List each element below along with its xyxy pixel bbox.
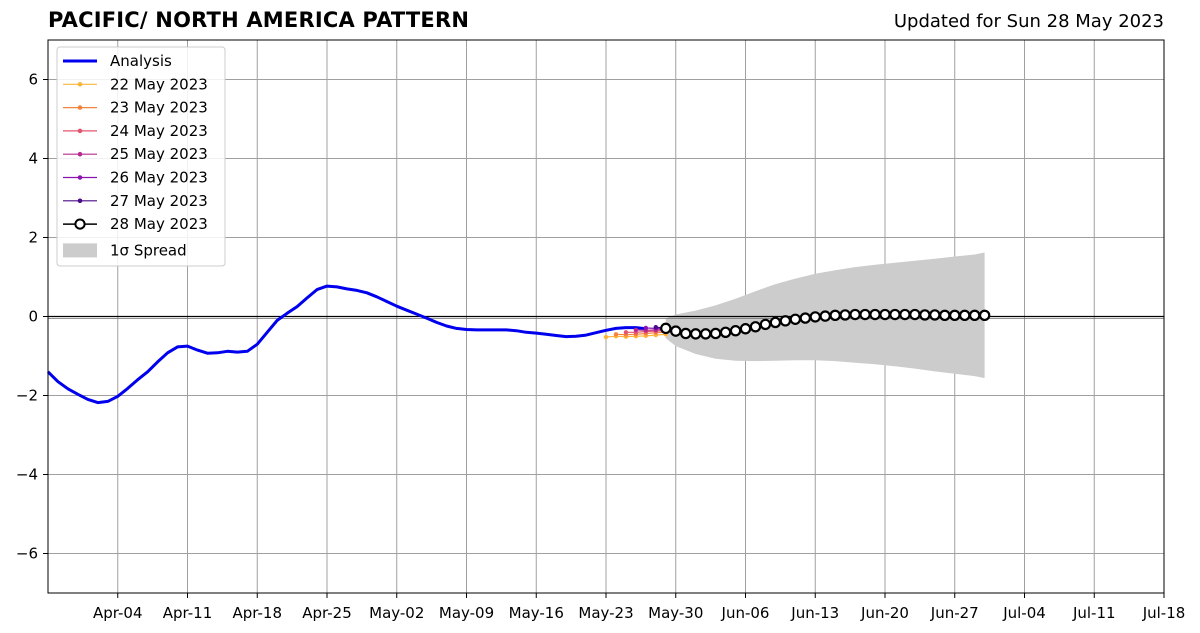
series-point-latest [699, 328, 712, 340]
series-point-latest [829, 309, 841, 322]
x-tick-label: Apr-04 [93, 604, 143, 622]
series-point-forecast [633, 327, 639, 333]
x-tick-label: May-30 [648, 604, 703, 622]
plot-frame [47, 39, 1165, 594]
x-tick-label: May-16 [509, 604, 564, 622]
x-tick-label: Apr-11 [163, 604, 213, 622]
x-tick-label: Jul-11 [1072, 604, 1116, 622]
series-point-latest [889, 308, 901, 321]
chart-title: PACIFIC/ NORTH AMERICA PATTERN [48, 8, 470, 32]
series-point-latest [839, 309, 851, 321]
y-tick-label: −4 [16, 466, 38, 484]
x-tick-label: Jul-04 [1002, 604, 1046, 622]
legend-label: 27 May 2023 [110, 192, 208, 210]
series-layer [46, 284, 991, 405]
series-point-latest [769, 316, 782, 329]
series-point-latest [759, 318, 772, 331]
series-point-latest [879, 308, 891, 321]
legend-label: 1σ Spread [110, 241, 187, 259]
series-point-latest [968, 309, 981, 322]
series-point-latest [978, 309, 991, 322]
x-tick-label: Apr-25 [302, 604, 352, 622]
x-tick-label: May-23 [578, 604, 633, 622]
legend-marker-forecast [77, 198, 83, 204]
axes-layer: Apr-04 Apr-11 Apr-18 Apr-25 May-02 May-09 May-… [16, 39, 1186, 622]
x-tick-label: Jun-20 [860, 604, 909, 622]
y-tick-label: 0 [28, 308, 38, 326]
legend-marker-latest [74, 218, 86, 230]
y-tick-label: 4 [28, 150, 38, 168]
series-point-latest [919, 309, 931, 321]
series-point-forecast [643, 325, 649, 331]
x-tick-label: Jun-13 [790, 604, 839, 622]
series-point-latest [949, 309, 961, 322]
x-tick-label: Apr-18 [233, 604, 283, 622]
legend-label: 23 May 2023 [110, 99, 208, 117]
legend-label: 26 May 2023 [110, 169, 208, 187]
series-point-latest [739, 323, 752, 335]
series-point-latest [709, 327, 722, 340]
legend-label: 24 May 2023 [110, 122, 208, 140]
series-point-latest [959, 309, 971, 322]
chart-subtitle: Updated for Sun 28 May 2023 [893, 11, 1164, 32]
series-point-forecast [603, 334, 609, 340]
legend-box [56, 46, 226, 267]
series-point-latest [859, 308, 871, 321]
x-tick-label: May-09 [439, 604, 494, 622]
x-tick-label: Jun-27 [930, 604, 979, 622]
series-point-forecast [653, 324, 659, 330]
legend-marker-forecast [77, 82, 83, 87]
x-tick-label: May-02 [369, 604, 424, 622]
series-point-latest [799, 312, 811, 324]
series-point-latest [899, 308, 911, 321]
series-point-latest [670, 325, 682, 337]
series-point-latest [849, 308, 861, 321]
series-point-latest [779, 315, 792, 327]
legend-label: 28 May 2023 [110, 215, 208, 233]
legend-marker-forecast [77, 105, 83, 110]
series-point-latest [719, 326, 732, 338]
legend-label: Analysis [110, 52, 172, 70]
legend-swatch-spread [63, 243, 97, 258]
series-point-latest [789, 313, 802, 325]
x-tick-label: Jul-18 [1142, 604, 1186, 622]
series-point-latest [680, 327, 692, 340]
y-tick-label: 2 [28, 229, 38, 247]
y-tick-label: −2 [16, 387, 38, 405]
legend: Analysis 22 May 2023 23 May 2023 24 May 202… [56, 46, 226, 267]
legend-marker-forecast [77, 151, 83, 157]
series-point-latest [660, 322, 672, 335]
legend-label: 25 May 2023 [110, 145, 208, 163]
series-point-latest [689, 328, 702, 340]
series-point-latest [869, 308, 881, 321]
y-tick-label: −6 [16, 545, 38, 563]
legend-label: 22 May 2023 [110, 75, 208, 93]
legend-marker-forecast [77, 128, 83, 134]
legend-marker-forecast [77, 175, 83, 180]
series-point-forecast [613, 332, 619, 337]
series-point-latest [909, 308, 921, 321]
x-tick-label: Jun-06 [721, 604, 770, 622]
series-line-analysis [46, 284, 647, 405]
series-point-latest [749, 321, 762, 333]
series-point-latest [729, 325, 742, 337]
series-point-latest [939, 309, 951, 322]
series-point-latest [819, 310, 831, 322]
y-tick-label: 6 [28, 71, 38, 89]
series-point-latest [809, 311, 821, 323]
series-point-latest [929, 309, 941, 321]
series-point-forecast [623, 330, 629, 335]
